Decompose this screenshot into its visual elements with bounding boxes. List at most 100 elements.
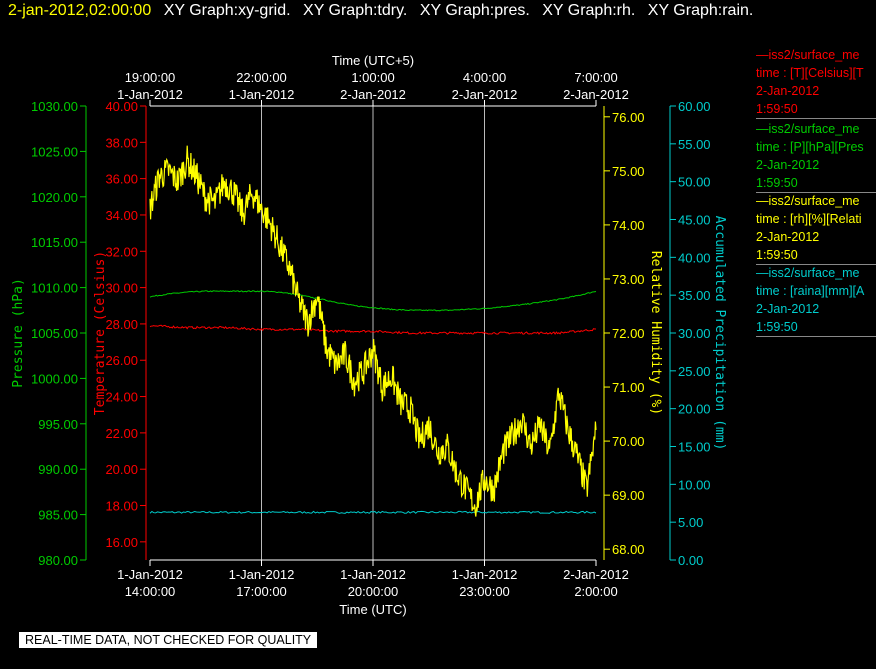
x-tick-label-date: 1-Jan-2012 [340,567,406,582]
y-tick-label-temp: 36.00 [105,172,138,187]
legend-rain-line3: 2-Jan-2012 [756,302,820,316]
y-tick-label-temp: 28.00 [105,317,138,332]
legend-item-pres[interactable]: —iss2/surface_me time : [P][hPa][Pres 2-… [756,120,876,193]
y-tick-label-pres: 990.00 [38,462,78,477]
y-tick-label-pres: 1020.00 [31,190,78,205]
title-graph-rain[interactable]: XY Graph:rain. [647,2,754,19]
y-tick-label-rain: 50.00 [678,175,711,190]
x-axis-label-top: Time (UTC+5) [332,53,414,68]
y-tick-label-rh: 72.00 [612,326,645,341]
legend-rh-line4: 1:59:50 [756,248,798,262]
y-tick-label-rain: 35.00 [678,288,711,303]
series-line-pres [149,290,597,312]
legend-rain-line2: time : [raina][mm][A [756,284,865,298]
x-tick-label-date-top: 2-Jan-2012 [452,87,518,102]
y-tick-label-rain: 55.00 [678,137,711,152]
y-tick-label-rain: 25.00 [678,364,711,379]
y-tick-label-rh: 71.00 [612,380,645,395]
y-tick-label-pres: 1025.00 [31,144,78,159]
y-tick-label-rh: 70.00 [612,434,645,449]
y-tick-label-rh: 69.00 [612,488,645,503]
y-tick-label-temp: 30.00 [105,281,138,296]
y-axis-label-temp: Temperature (Celsius) [93,251,108,415]
legend-temp-line3: 2-Jan-2012 [756,84,820,98]
legend-item-rain[interactable]: —iss2/surface_me time : [raina][mm][A 2-… [756,264,876,337]
x-axis-label-bottom: Time (UTC) [339,602,406,617]
quality-notice: REAL-TIME DATA, NOT CHECKED FOR QUALITY [19,632,318,648]
x-tick-label-time-top: 19:00:00 [125,70,176,85]
y-tick-label-rain: 5.00 [678,515,703,530]
y-tick-label-temp: 22.00 [105,426,138,441]
y-tick-label-rh: 68.00 [612,542,645,557]
title-timestamp: 2-jan-2012,02:00:00 [8,2,152,19]
y-tick-label-rh: 76.00 [612,110,645,125]
y-tick-label-rain: 60.00 [678,99,711,114]
x-tick-label-date-top: 1-Jan-2012 [117,87,183,102]
x-tick-label-time: 17:00:00 [236,584,287,599]
x-tick-label-date: 1-Jan-2012 [117,567,183,582]
title-graph-xy-grid[interactable]: XY Graph:xy-grid. [163,2,291,19]
y-tick-label-temp: 38.00 [105,135,138,150]
y-tick-label-temp: 20.00 [105,462,138,477]
y-tick-label-rh: 73.00 [612,272,645,287]
y-axis-label-pres: Pressure (hPa) [11,278,26,388]
x-tick-label-time-top: 1:00:00 [351,70,394,85]
y-tick-label-rain: 10.00 [678,477,711,492]
y-tick-label-rain: 20.00 [678,402,711,417]
legend-pres-line4: 1:59:50 [756,176,798,190]
legend-temp-line1: —iss2/surface_me [756,48,860,62]
title-graph-tdry[interactable]: XY Graph:tdry. [303,2,408,19]
series-line-rain [149,510,597,514]
legend-pres-line1: —iss2/surface_me [756,122,860,136]
y-tick-label-rain: 0.00 [678,553,703,568]
y-tick-label-temp: 40.00 [105,99,138,114]
x-tick-label-time-top: 22:00:00 [236,70,287,85]
legend-temp-line4: 1:59:50 [756,102,798,116]
legend-rain-line1: —iss2/surface_me [756,266,860,280]
title-graph-pres[interactable]: XY Graph:pres. [419,2,530,19]
x-tick-label-time: 2:00:00 [574,584,617,599]
y-tick-label-rain: 40.00 [678,250,711,265]
legend-rain-line4: 1:59:50 [756,320,798,334]
y-tick-label-rain: 45.00 [678,213,711,228]
y-tick-label-pres: 1030.00 [31,99,78,114]
x-tick-label-date: 1-Jan-2012 [229,567,295,582]
x-tick-label-time-top: 7:00:00 [574,70,617,85]
x-tick-label-time: 20:00:00 [348,584,399,599]
legend-pres-line3: 2-Jan-2012 [756,158,820,172]
legend-item-rh[interactable]: —iss2/surface_me time : [rh][%][Relati 2… [756,192,876,265]
title-graph-rh[interactable]: XY Graph:rh. [542,2,636,19]
x-tick-label-time-top: 4:00:00 [463,70,506,85]
legend-rh-line3: 2-Jan-2012 [756,230,820,244]
legend-rh-line2: time : [rh][%][Relati [756,212,862,226]
y-tick-label-pres: 1005.00 [31,326,78,341]
y-tick-label-pres: 980.00 [38,553,78,568]
x-tick-label-date: 1-Jan-2012 [452,567,518,582]
y-tick-label-temp: 26.00 [105,353,138,368]
x-tick-label-date-top: 2-Jan-2012 [563,87,629,102]
y-tick-label-pres: 995.00 [38,417,78,432]
legend-pres-line2: time : [P][hPa][Pres [756,140,864,154]
series-line-temp [149,324,596,335]
y-tick-label-rh: 74.00 [612,218,645,233]
title-bar: 2-jan-2012,02:00:00 XY Graph:xy-grid. XY… [8,2,753,20]
y-axis-label-rh: Relative Humidity (%) [648,251,663,415]
y-tick-label-temp: 18.00 [105,499,138,514]
legend-item-temp[interactable]: —iss2/surface_me time : [T][Celsius][T 2… [756,46,876,119]
x-tick-label-time: 23:00:00 [459,584,510,599]
y-tick-label-pres: 1000.00 [31,371,78,386]
y-tick-label-pres: 1010.00 [31,281,78,296]
legend-temp-line2: time : [T][Celsius][T [756,66,864,80]
legend-rh-line1: —iss2/surface_me [756,194,860,208]
y-tick-label-rh: 75.00 [612,164,645,179]
y-tick-label-temp: 34.00 [105,208,138,223]
y-tick-label-temp: 32.00 [105,244,138,259]
y-tick-label-pres: 985.00 [38,508,78,523]
x-tick-label-time: 14:00:00 [125,584,176,599]
x-tick-label-date: 2-Jan-2012 [563,567,629,582]
y-tick-label-temp: 24.00 [105,390,138,405]
y-tick-label-temp: 16.00 [105,535,138,550]
y-tick-label-rain: 15.00 [678,440,711,455]
y-axis-label-rain: Accumulated Precipitation (mm) [712,216,727,451]
